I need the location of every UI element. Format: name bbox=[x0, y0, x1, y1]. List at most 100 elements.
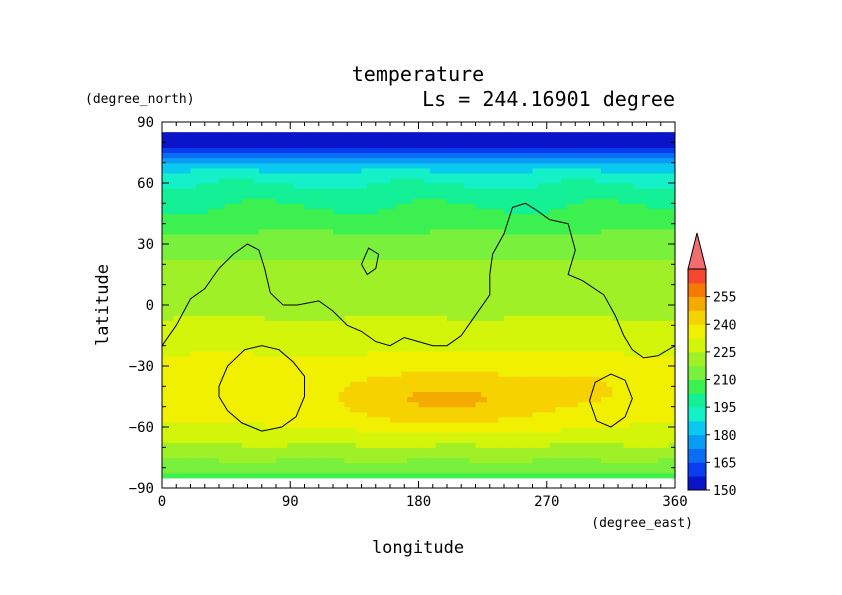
field-cell bbox=[447, 421, 454, 428]
field-cell bbox=[167, 223, 174, 230]
field-cell bbox=[429, 203, 437, 210]
field-cell bbox=[196, 305, 203, 311]
field-cell bbox=[287, 421, 294, 428]
field-cell bbox=[344, 208, 351, 215]
field-cell bbox=[447, 467, 454, 474]
field-cell bbox=[196, 335, 203, 342]
field-cell bbox=[492, 335, 499, 342]
field-cell bbox=[515, 457, 522, 464]
field-cell bbox=[407, 259, 414, 265]
field-cell bbox=[441, 366, 448, 372]
field-cell bbox=[652, 462, 659, 469]
field-cell bbox=[549, 421, 556, 428]
field-cell bbox=[179, 462, 186, 469]
field-cell bbox=[258, 294, 266, 301]
field-cell bbox=[538, 228, 545, 235]
field-cell bbox=[276, 228, 283, 235]
field-cell bbox=[264, 467, 271, 474]
field-cell bbox=[258, 193, 266, 199]
field-cell bbox=[230, 432, 237, 438]
field-cell bbox=[646, 213, 653, 220]
field-cell bbox=[458, 386, 465, 393]
field-cell bbox=[532, 208, 539, 215]
field-cell bbox=[241, 452, 249, 459]
field-cell bbox=[207, 238, 214, 245]
field-cell bbox=[657, 223, 665, 230]
field-cell bbox=[429, 340, 437, 347]
field-cell bbox=[464, 203, 471, 210]
field-cell bbox=[612, 228, 619, 235]
field-cell bbox=[167, 198, 174, 204]
field-cell bbox=[258, 208, 266, 215]
field-cell bbox=[498, 457, 505, 464]
field-cell bbox=[566, 376, 573, 382]
field-cell bbox=[190, 350, 197, 357]
field-cell bbox=[184, 386, 192, 393]
field-cell bbox=[549, 299, 556, 306]
field-cell bbox=[441, 320, 448, 326]
field-cell bbox=[555, 411, 562, 418]
field-cell bbox=[390, 310, 397, 316]
field-cell bbox=[635, 289, 642, 296]
field-cell bbox=[549, 391, 556, 398]
field-cell bbox=[618, 198, 625, 204]
field-cell bbox=[578, 467, 585, 474]
field-cell bbox=[583, 228, 591, 235]
field-cell bbox=[652, 223, 659, 230]
field-cell bbox=[521, 462, 528, 469]
field-cell bbox=[618, 330, 625, 337]
field-cell bbox=[253, 289, 260, 296]
field-cell bbox=[390, 254, 397, 260]
field-cell bbox=[236, 198, 243, 204]
field-cell bbox=[504, 355, 511, 362]
field-cell bbox=[652, 427, 659, 433]
field-cell bbox=[435, 233, 442, 240]
field-cell bbox=[424, 330, 431, 337]
field-cell bbox=[344, 350, 351, 357]
field-cell bbox=[253, 345, 260, 352]
field-cell bbox=[469, 218, 477, 225]
field-cell bbox=[452, 447, 459, 454]
field-cell bbox=[213, 421, 220, 428]
field-cell bbox=[509, 330, 516, 337]
field-cell bbox=[236, 249, 243, 255]
field-cell bbox=[372, 218, 380, 225]
field-cell bbox=[418, 381, 425, 387]
field-cell bbox=[441, 213, 448, 220]
field-cell bbox=[526, 386, 534, 393]
field-cell bbox=[412, 264, 420, 271]
field-cell bbox=[401, 462, 408, 469]
field-cell bbox=[600, 437, 608, 443]
field-cell bbox=[190, 366, 197, 372]
field-cell bbox=[504, 274, 511, 281]
field-cell bbox=[635, 198, 642, 204]
field-cell bbox=[595, 406, 602, 413]
field-cell bbox=[258, 376, 266, 382]
field-cell bbox=[663, 238, 670, 245]
field-cell bbox=[270, 254, 277, 260]
field-cell bbox=[179, 396, 186, 403]
field-cell bbox=[629, 330, 636, 337]
field-cell bbox=[162, 391, 169, 398]
field-cell bbox=[447, 376, 454, 382]
field-cell bbox=[549, 198, 556, 204]
field-cell bbox=[635, 238, 642, 245]
field-cell bbox=[652, 244, 659, 250]
field-cell bbox=[333, 223, 340, 230]
field-cell bbox=[258, 432, 266, 438]
field-cell bbox=[532, 244, 539, 250]
field-cell bbox=[486, 305, 494, 311]
field-cell bbox=[367, 462, 374, 469]
field-cell bbox=[412, 203, 420, 210]
field-cell bbox=[595, 289, 602, 296]
field-cell bbox=[561, 381, 568, 387]
field-cell bbox=[230, 427, 237, 433]
field-cell bbox=[618, 411, 625, 418]
field-cell bbox=[407, 244, 414, 250]
field-cell bbox=[481, 213, 488, 220]
field-cell bbox=[589, 244, 596, 250]
field-cell bbox=[355, 432, 363, 438]
field-cell bbox=[418, 411, 425, 418]
field-cell bbox=[589, 381, 596, 387]
field-cell bbox=[253, 406, 260, 413]
